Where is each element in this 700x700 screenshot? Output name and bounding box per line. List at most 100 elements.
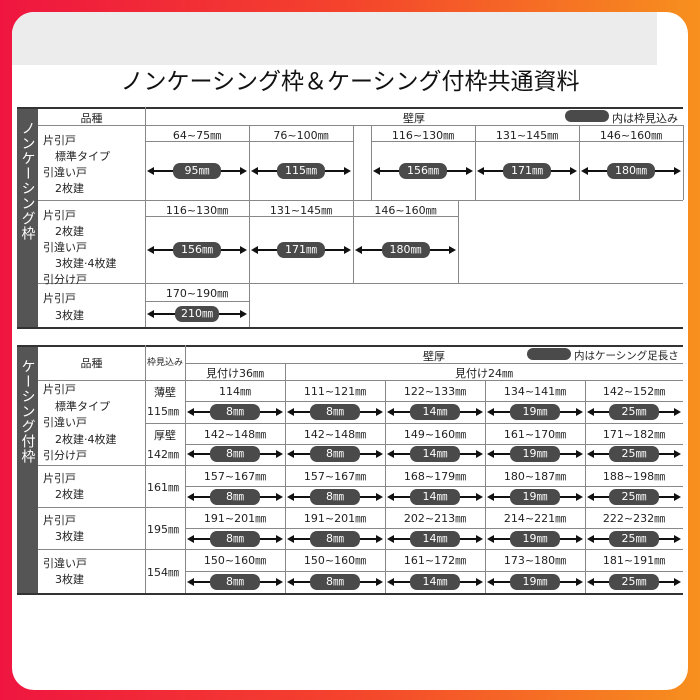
divider — [38, 283, 683, 284]
mitsuke-36-header: 見付け36㎜ — [206, 367, 264, 380]
dimension-arrow: 19㎜ — [487, 488, 583, 505]
divider — [683, 125, 684, 200]
arrowhead-icon — [674, 578, 681, 586]
arrowhead-icon — [276, 492, 283, 501]
waku-header: 枠見込み — [146, 358, 183, 368]
value-pill: 8㎜ — [210, 446, 260, 463]
arrowhead-icon — [674, 407, 681, 416]
dimension-arrow: 8㎜ — [187, 530, 283, 547]
header-row — [12, 30, 657, 65]
value-pill: 8㎜ — [310, 488, 360, 505]
value-pill: 19㎜ — [510, 488, 560, 505]
door-type-label: 引違い戸 — [43, 416, 87, 430]
frame-depth: 161㎜ — [147, 481, 179, 494]
wall-range: 181~191㎜ — [602, 554, 666, 567]
dimension-arrow: 14㎜ — [387, 403, 483, 420]
wall-range: 64~75㎜ — [172, 129, 222, 142]
value-pill: 25㎜ — [609, 530, 659, 547]
divider — [38, 507, 683, 508]
value-pill: 14㎜ — [410, 403, 460, 420]
arrowhead-icon — [387, 534, 394, 543]
arrowhead-icon — [287, 534, 294, 543]
dimension-arrow: 156㎜ — [373, 162, 473, 179]
door-type-label: 2枚建·4枚建 — [55, 432, 117, 446]
value-pill: 25㎜ — [609, 446, 659, 463]
arrowhead-icon — [476, 492, 483, 501]
arrowhead-icon — [587, 492, 594, 501]
door-type-label: 引分け戸 — [43, 273, 87, 286]
arrowhead-icon — [674, 492, 681, 501]
divider — [185, 443, 683, 445]
arrowhead-icon — [476, 407, 483, 416]
arrowhead-icon — [576, 492, 583, 501]
legend-pill — [527, 348, 571, 360]
value-pill: 95㎜ — [173, 162, 221, 179]
wall-range: 122~133㎜ — [403, 385, 467, 398]
dimension-arrow: 14㎜ — [387, 530, 483, 547]
wall-range: 222~232㎜ — [602, 512, 666, 525]
value-pill: 180㎜ — [381, 241, 430, 258]
wall-range: 161~172㎜ — [403, 554, 467, 567]
arrowhead-icon — [373, 166, 380, 175]
frame-depth: 142㎜ — [147, 447, 179, 461]
divider — [38, 465, 683, 466]
value-pill: 8㎜ — [310, 446, 360, 463]
arrowhead-icon — [477, 166, 484, 175]
page-frame: ノンケーシング枠＆ケーシング付枠共通資料 ノンケーシング枠 品種 壁厚 内は枠見込み片… — [12, 12, 688, 690]
dimension-arrow: 8㎜ — [187, 446, 283, 463]
value-pill: 156㎜ — [399, 162, 447, 179]
wall-range: 146~160㎜ — [374, 204, 437, 217]
wall-range: 180~187㎜ — [503, 470, 567, 483]
arrowhead-icon — [147, 245, 154, 254]
frame-depth: 115㎜ — [147, 405, 179, 419]
wall-range: 168~179㎜ — [403, 470, 467, 483]
door-type-label: 3枚建 — [55, 573, 84, 586]
arrowhead-icon — [576, 407, 583, 416]
hinshu-header: 品種 — [80, 357, 103, 370]
divider — [38, 200, 683, 201]
value-pill: 171㎜ — [503, 162, 551, 179]
dimension-arrow: 8㎜ — [287, 403, 383, 420]
arrowhead-icon — [487, 492, 494, 501]
arrowhead-icon — [674, 450, 681, 459]
arrowhead-icon — [576, 450, 583, 459]
door-type-label: 片引戸 — [43, 134, 76, 147]
arrowhead-icon — [276, 450, 283, 459]
value-pill: 14㎜ — [410, 488, 460, 505]
arrowhead-icon — [187, 450, 194, 459]
divider — [17, 345, 683, 347]
divider — [145, 107, 146, 327]
divider — [185, 528, 683, 529]
divider — [17, 593, 683, 595]
door-type-label: 2枚建 — [55, 225, 84, 238]
arrowhead-icon — [147, 310, 154, 318]
arrowhead-icon — [240, 245, 247, 254]
dimension-arrow: 171㎜ — [477, 162, 577, 179]
arrowhead-icon — [240, 310, 247, 318]
arrowhead-icon — [476, 578, 483, 586]
value-pill: 210㎜ — [175, 306, 219, 322]
page-title: ノンケーシング枠＆ケーシング付枠共通資料 — [120, 69, 580, 95]
arrowhead-icon — [581, 166, 588, 175]
door-type-label: 引分け戸 — [43, 449, 87, 463]
arrowhead-icon — [287, 492, 294, 501]
value-pill: 8㎜ — [210, 488, 260, 505]
value-pill: 14㎜ — [410, 446, 460, 463]
dimension-arrow: 25㎜ — [587, 446, 681, 463]
door-type-label: 3枚建·4枚建 — [55, 257, 117, 270]
arrowhead-icon — [674, 534, 681, 543]
dimension-arrow: 25㎜ — [587, 530, 681, 547]
hinshu-header: 品種 — [80, 112, 103, 125]
arrowhead-icon — [587, 450, 594, 459]
wall-range: 131~145㎜ — [269, 204, 333, 217]
value-pill: 8㎜ — [210, 403, 260, 420]
divider — [475, 125, 476, 200]
arrowhead-icon — [376, 492, 383, 501]
door-type-label: 引違い戸 — [43, 241, 87, 254]
arrowhead-icon — [587, 534, 594, 543]
wall-header: 壁厚 — [423, 350, 445, 363]
divider — [145, 422, 683, 424]
dimension-arrow: 8㎜ — [287, 574, 383, 590]
wall-range: 150~160㎜ — [303, 554, 367, 567]
door-type-label: 2枚建 — [55, 182, 84, 195]
